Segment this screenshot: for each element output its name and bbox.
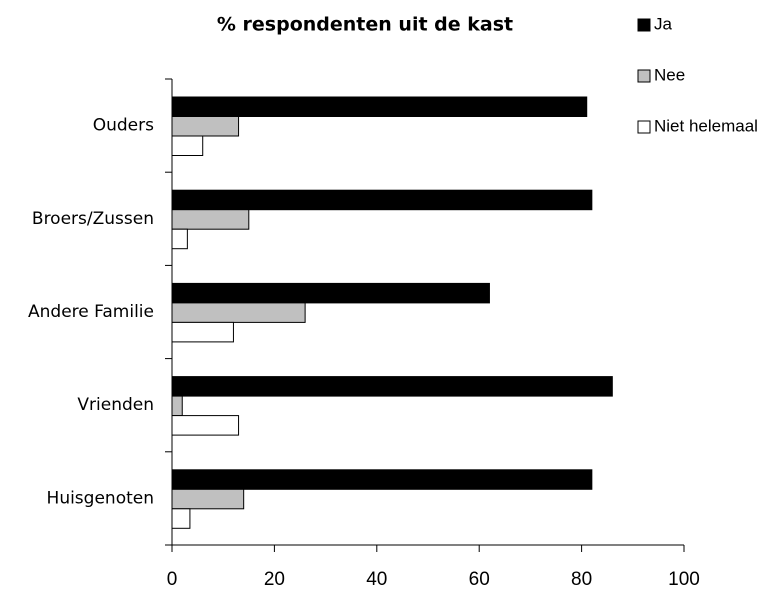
legend-swatch [637,120,651,134]
x-tick-label: 20 [264,569,285,588]
y-tick-label: Huisgenoten [47,488,154,508]
bar [171,116,240,137]
bar [171,302,306,323]
bar [171,508,191,529]
bar [171,321,234,343]
x-tick-label: 60 [469,569,490,588]
legend-label: Niet helemaal [654,116,758,135]
y-tick-label: Vrienden [77,395,154,415]
chart-title: % respondenten uit de kast [217,14,513,36]
bar [171,209,250,230]
x-tick-label: 40 [366,569,387,588]
bar [171,135,204,156]
y-tick-label: Ouders [93,116,154,136]
legend-swatch [637,69,651,83]
bar [171,395,183,417]
legend-label: Nee [654,65,685,84]
legend-label: Ja [654,14,673,33]
bar [171,189,593,211]
bar [171,469,593,490]
legend-swatch [637,18,651,32]
x-tick-label: 0 [167,569,178,588]
bar [171,282,490,304]
x-tick-label: 80 [571,569,592,588]
bar [171,96,588,117]
bar [171,488,245,510]
y-tick-label: Andere Familie [28,302,154,322]
y-tick-label: Broers/Zussen [32,209,154,229]
x-tick-label: 100 [668,569,700,588]
bar [171,415,240,436]
bar [171,228,188,250]
bar [171,376,613,397]
